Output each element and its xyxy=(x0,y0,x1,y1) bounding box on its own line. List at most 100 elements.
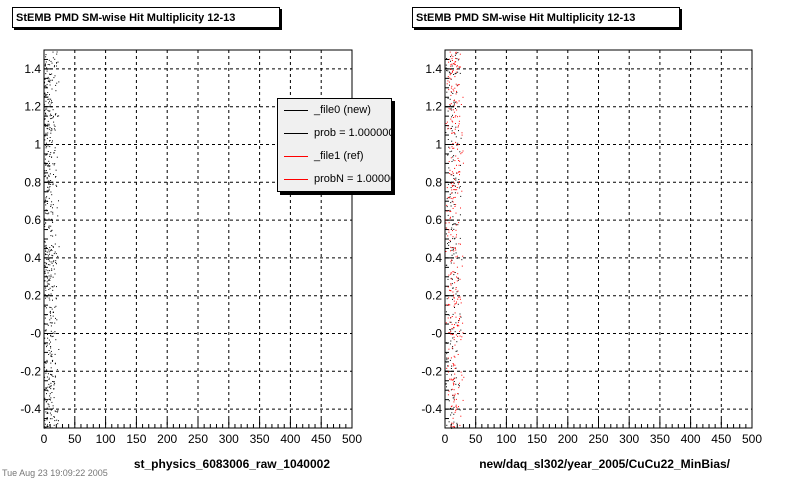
left-point xyxy=(55,90,57,92)
left-point xyxy=(55,169,57,171)
right-point xyxy=(446,343,448,344)
left-point xyxy=(45,314,47,316)
right-point xyxy=(453,326,454,328)
left-point xyxy=(52,211,54,213)
left-point xyxy=(52,261,54,263)
right-point xyxy=(458,181,460,183)
left-point xyxy=(50,409,52,411)
left-point xyxy=(45,123,47,125)
right-point xyxy=(447,365,449,367)
left-point xyxy=(48,260,50,262)
legend-entry-file1: _file1 (ref) xyxy=(278,146,391,166)
right-point xyxy=(451,60,453,61)
right-point xyxy=(461,374,463,376)
right-point xyxy=(459,385,460,387)
left-point xyxy=(45,132,47,134)
left-point xyxy=(55,260,57,262)
left-point xyxy=(44,223,46,225)
left-point xyxy=(47,412,49,414)
right-point xyxy=(452,143,454,144)
left-point xyxy=(52,213,54,215)
left-point xyxy=(51,262,53,264)
right-point xyxy=(456,234,457,236)
right-point xyxy=(448,314,450,316)
right-point xyxy=(451,254,453,256)
right-point xyxy=(458,187,460,189)
right-point xyxy=(454,206,456,207)
right-point xyxy=(454,377,456,379)
right-point xyxy=(446,58,448,59)
left-point xyxy=(58,420,59,422)
left-point xyxy=(44,65,46,67)
left-point xyxy=(52,246,54,248)
right-point xyxy=(445,64,447,66)
left-point xyxy=(53,174,54,175)
left-point xyxy=(47,92,49,93)
left-point xyxy=(53,152,55,154)
right-point xyxy=(447,128,449,130)
right-point xyxy=(450,340,452,342)
right-x-tick-label: 300 xyxy=(619,432,639,446)
left-point xyxy=(49,421,50,423)
left-point xyxy=(51,79,53,81)
left-y-tick-label: 0.6 xyxy=(24,213,41,227)
left-point xyxy=(45,199,46,201)
right-point xyxy=(459,66,461,68)
left-point xyxy=(50,152,52,154)
right-point xyxy=(448,107,450,109)
left-point xyxy=(45,54,47,56)
right-point xyxy=(448,146,450,148)
left-point xyxy=(54,150,56,151)
right-point xyxy=(458,222,460,224)
right-y-tick-label: 1 xyxy=(435,138,442,152)
left-point xyxy=(47,424,48,426)
right-point xyxy=(459,409,461,411)
right-point xyxy=(459,186,461,187)
left-point xyxy=(45,61,47,63)
right-point xyxy=(455,350,457,352)
right-point xyxy=(450,174,452,176)
right-point xyxy=(457,148,458,150)
right-point xyxy=(453,413,455,415)
right-chart-title: StEMB PMD SM-wise Hit Multiplicity 12-13 xyxy=(412,7,680,28)
right-point xyxy=(453,384,454,386)
right-point xyxy=(455,367,457,369)
left-point xyxy=(55,317,56,319)
right-point xyxy=(453,101,455,103)
left-point xyxy=(52,359,54,361)
left-point xyxy=(50,74,51,75)
right-point xyxy=(451,184,453,186)
right-point xyxy=(457,116,458,118)
left-point xyxy=(46,419,48,421)
right-point xyxy=(449,343,451,345)
left-point xyxy=(49,73,50,75)
right-point xyxy=(458,320,460,322)
left-point xyxy=(48,166,50,168)
left-point xyxy=(45,182,47,183)
left-point xyxy=(44,280,46,282)
left-point xyxy=(49,155,51,157)
left-point xyxy=(48,294,50,296)
left-point xyxy=(48,165,50,167)
left-point xyxy=(44,118,46,120)
right-point xyxy=(450,60,451,62)
right-point xyxy=(455,293,457,295)
left-point xyxy=(53,115,54,117)
left-point xyxy=(50,191,52,193)
right-point xyxy=(455,71,457,73)
right-point xyxy=(450,91,452,93)
right-point xyxy=(460,137,462,139)
right-point xyxy=(451,189,453,191)
right-point xyxy=(460,316,462,318)
right-point xyxy=(457,277,459,279)
left-point xyxy=(48,249,50,251)
left-point xyxy=(53,424,55,426)
right-point xyxy=(459,214,461,216)
right-point xyxy=(446,386,447,388)
right-point xyxy=(445,383,447,385)
right-point xyxy=(451,422,453,424)
right-point xyxy=(458,406,459,408)
left-point xyxy=(50,180,52,181)
right-point xyxy=(452,224,453,226)
right-point xyxy=(451,272,453,274)
